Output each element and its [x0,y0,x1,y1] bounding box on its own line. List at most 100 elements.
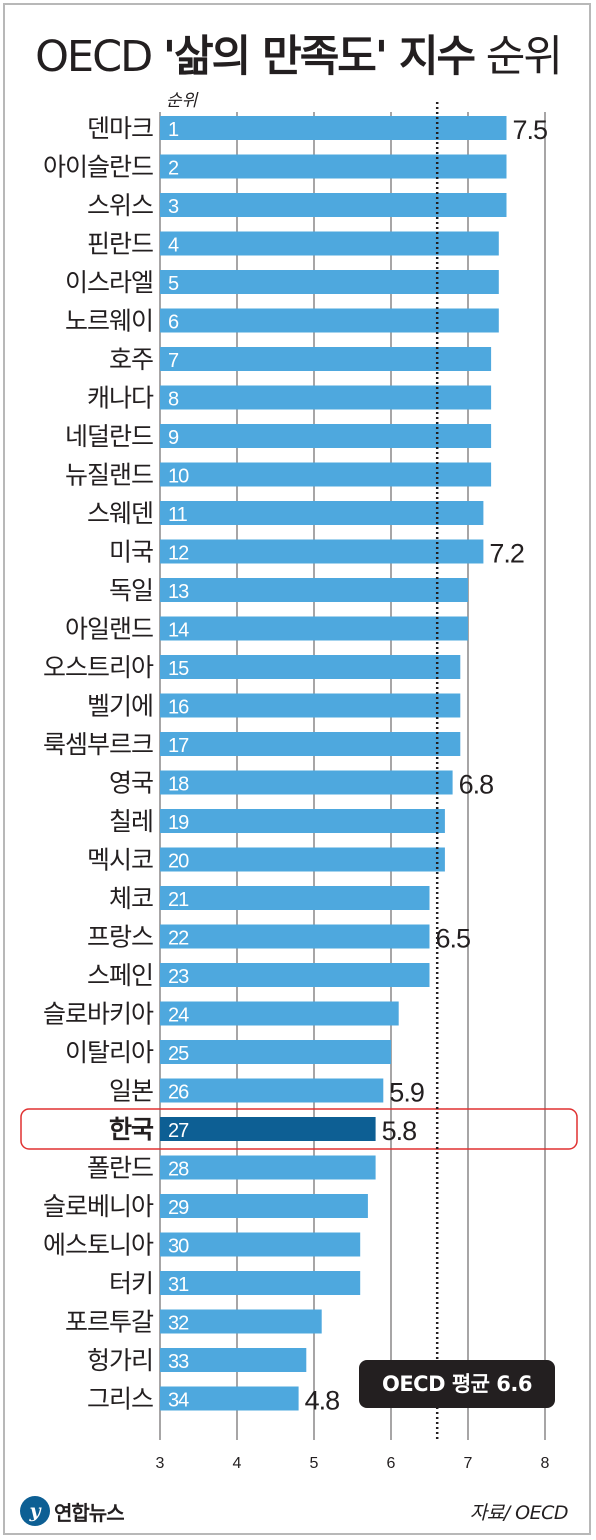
category-label: 핀란드 [87,230,153,259]
bar [160,770,453,795]
rank-label: 8 [168,389,179,411]
bar [160,1386,299,1411]
x-tick-label: 4 [233,1455,242,1472]
bar [160,1232,361,1257]
bar [160,270,499,294]
rank-label: 34 [168,1390,189,1412]
category-label: 아이슬란드 [43,153,153,182]
category-label: 호주 [109,345,153,374]
rank-label: 10 [168,466,189,488]
data-label: 7.5 [513,115,548,145]
category-label: 벨기에 [87,692,153,721]
rank-label: 30 [168,1236,189,1258]
category-label: 체코 [109,884,153,913]
category-label: 노르웨이 [65,307,153,336]
bar [160,809,445,833]
rank-label: 31 [168,1274,189,1296]
category-label: 멕시코 [87,846,153,875]
source-note: 자료/ OECD [469,1502,569,1524]
category-label: 스페인 [87,961,153,990]
category-label: 아일랜드 [65,615,153,644]
data-label: 5.9 [389,1078,424,1108]
x-tick-label: 8 [541,1455,550,1472]
rank-label: 6 [168,312,179,334]
rank-label: 18 [168,774,189,796]
data-label: 5.8 [382,1116,417,1146]
rank-label: 7 [168,350,179,372]
rank-label: 3 [168,196,179,218]
chart-title: OECD '삶의 만족도' 지수 순위 [0,22,596,84]
category-label: 독일 [109,576,153,605]
x-tick-label: 5 [310,1455,319,1472]
bar [160,1040,391,1064]
rank-label: 22 [168,928,189,950]
bar [160,847,445,872]
oecd-average-label: OECD 평균 6.6 [359,1360,555,1408]
bar [160,347,492,371]
rank-label: 5 [168,273,179,295]
rank-label: 23 [168,966,189,988]
category-label: 스웨덴 [87,499,153,528]
rank-label: 25 [168,1043,189,1065]
rank-label: 19 [168,812,189,834]
bar [160,1271,361,1295]
title-main: '삶의 만족도' 지수 [162,32,476,82]
category-label: 한국 [109,1115,154,1144]
category-label: 포르투갈 [65,1308,154,1337]
rank-label: 13 [168,581,189,603]
bar [160,462,492,487]
rank-label: 29 [168,1197,189,1219]
category-label: 슬로바키아 [43,1000,154,1029]
category-label: 미국 [109,538,153,567]
category-label: 칠레 [109,807,153,836]
rank-label: 4 [168,235,179,257]
category-label: 네덜란드 [65,422,153,451]
logo-text: 연합뉴스 [54,1500,125,1525]
bar [160,1001,399,1026]
chart-frame [3,3,591,1535]
bar [160,501,484,525]
bar [160,655,461,679]
bar [160,116,507,140]
yonhap-logo: y 연합뉴스 [20,1496,125,1526]
bar [160,963,430,987]
title-prefix: OECD [35,32,153,82]
category-label: 헝가리 [87,1346,153,1375]
bar [160,924,430,949]
rank-label: 27 [168,1120,189,1142]
bar [160,385,492,410]
data-label: 7.2 [489,539,524,569]
category-label: 스위스 [87,191,153,220]
category-label: 오스트리아 [43,653,154,682]
category-label: 그리스 [87,1385,153,1414]
bar [160,1194,368,1218]
rank-label: 24 [168,1005,189,1027]
x-tick-label: 7 [464,1455,473,1472]
category-label: 터키 [109,1269,153,1298]
category-label: 덴마크 [87,114,153,143]
x-tick-label: 6 [387,1455,396,1472]
category-label: 룩셈부르크 [43,730,153,759]
rank-column-header: 순위 [166,91,198,111]
bar [160,424,492,448]
category-label: 에스토니아 [43,1231,154,1260]
highlight-box [20,1108,578,1150]
rank-label: 2 [168,158,179,180]
bar [160,616,468,641]
x-tick-label: 3 [156,1455,165,1472]
category-label: 캐나다 [87,384,154,413]
rank-label: 11 [168,504,188,526]
bar [160,193,507,217]
bar [160,308,499,333]
category-label: 폴란드 [87,1154,153,1183]
rank-label: 16 [168,697,189,719]
bar [160,1155,376,1180]
bar [160,1348,307,1372]
rank-label: 21 [168,889,189,911]
bar [160,1309,322,1334]
rank-label: 12 [168,543,189,565]
rank-label: 9 [168,427,179,449]
data-label: 6.5 [436,924,471,954]
bar [160,732,461,756]
